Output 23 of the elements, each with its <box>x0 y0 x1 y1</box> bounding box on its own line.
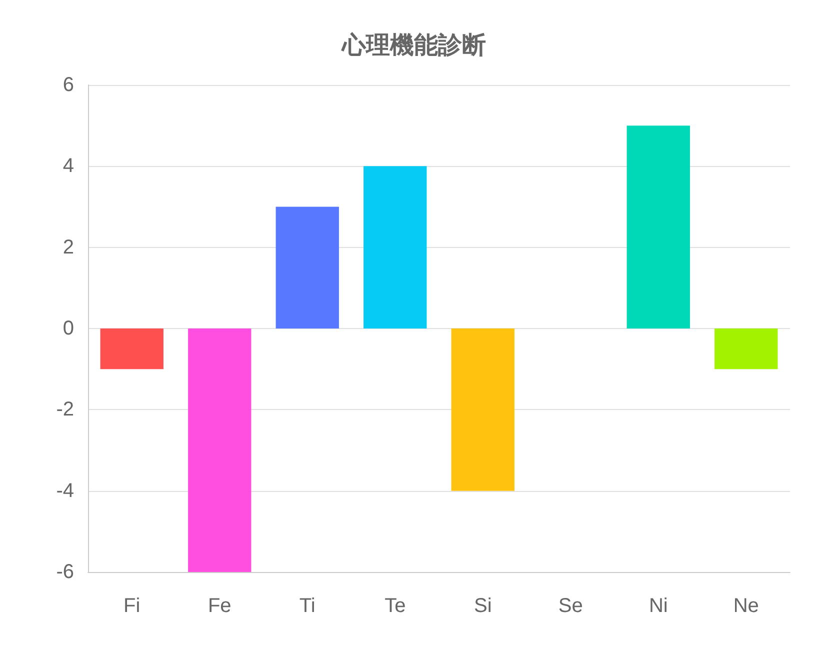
y-tick-label: -4 <box>56 480 74 502</box>
x-tick-label: Fe <box>208 595 232 617</box>
y-tick-label: 0 <box>62 318 74 340</box>
x-tick-label: Si <box>474 595 492 617</box>
x-tick-label: Ti <box>299 595 316 617</box>
x-tick-label: Fi <box>124 595 140 617</box>
x-tick-label: Ne <box>733 595 759 617</box>
bar <box>100 328 164 370</box>
bar <box>451 328 514 491</box>
chart-title: 心理機能診断 <box>341 31 486 59</box>
x-tick-label: Ni <box>648 595 668 617</box>
bar <box>714 328 778 370</box>
y-tick-label: 4 <box>62 155 74 178</box>
y-tick-label: 2 <box>62 236 74 258</box>
y-tick-label: -6 <box>56 561 74 583</box>
y-tick-label: -2 <box>56 398 74 421</box>
bar <box>364 166 427 328</box>
bar <box>188 328 252 572</box>
bar <box>276 206 339 328</box>
bar <box>626 126 690 328</box>
x-tick-label: Se <box>558 595 583 617</box>
x-tick-label: Te <box>384 595 406 617</box>
y-tick-label: 6 <box>62 74 74 96</box>
